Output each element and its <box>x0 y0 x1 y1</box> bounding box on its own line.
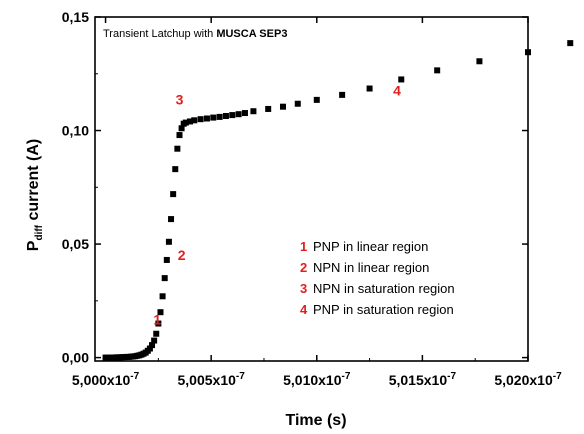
data-point <box>279 103 286 110</box>
data-point <box>210 114 217 121</box>
data-point <box>567 40 574 47</box>
data-point <box>265 105 272 112</box>
data-point <box>366 85 373 92</box>
data-point <box>229 112 236 119</box>
legend-text: NPN in linear region <box>313 260 429 275</box>
data-point <box>157 309 164 316</box>
legend-number: 1 <box>300 239 307 254</box>
x-tick-label: 5,020x10-7 <box>494 371 562 388</box>
data-point <box>159 293 166 300</box>
y-axis-title: Pdiff current (A) <box>25 139 45 251</box>
y-tick-label: 0,00 <box>62 350 89 366</box>
legend-text: NPN in saturation region <box>313 281 455 296</box>
data-point <box>178 125 185 132</box>
data-point <box>149 342 156 349</box>
x-tick-label: 5,015x10-7 <box>389 371 457 388</box>
legend-number: 3 <box>300 281 307 296</box>
y-tick-label: 0,05 <box>62 236 89 252</box>
data-point <box>197 116 204 123</box>
data-point <box>476 58 483 65</box>
data-point <box>161 275 168 282</box>
data-point <box>222 112 229 119</box>
data-point <box>434 67 441 74</box>
data-point <box>187 118 194 125</box>
data-point <box>525 49 531 56</box>
y-tick-label: 0,10 <box>62 123 89 139</box>
legend-text: PNP in linear region <box>313 239 428 254</box>
data-point <box>170 191 177 198</box>
data-point <box>241 110 248 117</box>
annotation-label: 1 <box>153 312 161 328</box>
plot-frame <box>94 16 529 362</box>
legend-number: 2 <box>300 260 307 275</box>
annotation-label: 3 <box>176 91 184 107</box>
data-point <box>153 330 160 337</box>
legend-number: 4 <box>300 302 308 317</box>
data-point <box>146 345 153 352</box>
data-point <box>182 119 189 126</box>
annotation-label: 2 <box>178 247 186 263</box>
data-point <box>165 238 172 245</box>
x-axis-title: Time (s) <box>285 412 346 429</box>
data-point <box>151 337 158 344</box>
data-series <box>102 40 574 361</box>
y-tick-label: 0,15 <box>62 9 89 25</box>
x-tick-label: 5,000x10-7 <box>72 371 140 388</box>
data-point <box>250 108 257 115</box>
annotations: 1 2 3 4 <box>153 82 401 327</box>
data-point <box>235 111 242 118</box>
data-point <box>294 100 301 107</box>
data-point <box>191 117 198 124</box>
annotation-label: 4 <box>393 82 401 98</box>
chart-title: Transient Latchup with MUSCA SEP3 <box>103 28 287 40</box>
data-point <box>172 166 179 173</box>
data-point <box>168 216 175 223</box>
data-point <box>216 113 223 120</box>
legend-text: PNP in saturation region <box>313 302 454 317</box>
legend: 1 PNP in linear region 2 NPN in linear regi… <box>300 239 455 317</box>
data-point <box>176 132 183 139</box>
data-point <box>163 256 170 263</box>
data-point <box>155 320 162 327</box>
plot-border <box>94 16 529 362</box>
data-point <box>398 76 405 83</box>
data-point <box>174 145 181 152</box>
data-point <box>339 91 346 98</box>
x-tick-label: 5,005x10-7 <box>178 371 246 388</box>
data-point <box>313 96 320 103</box>
data-point <box>203 115 210 122</box>
x-tick-label: 5,010x10-7 <box>283 371 351 388</box>
y-axis-ticks: 0,00 0,05 0,10 0,15 <box>62 9 528 366</box>
x-axis-ticks: 5,000x10-7 5,005x10-7 5,010x10-7 5,015x10-7… <box>72 17 562 388</box>
